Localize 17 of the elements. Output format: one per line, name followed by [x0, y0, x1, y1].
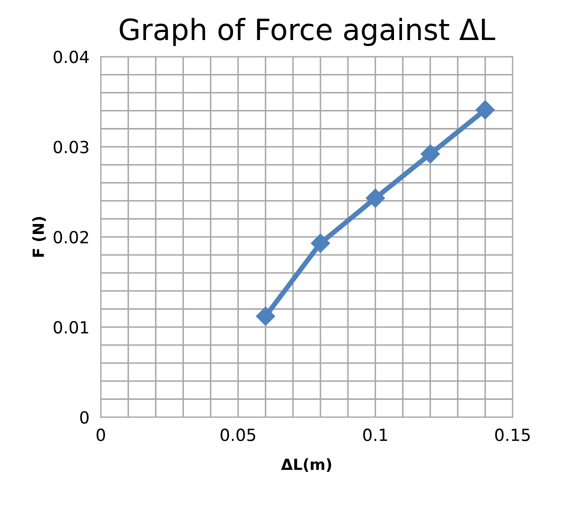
point — [256, 306, 276, 326]
x-axis-title: ΔL(m) — [281, 458, 332, 472]
y-tick-label: 0.04 — [54, 50, 89, 64]
point — [310, 234, 330, 253]
x-tick-label: 0.1 — [363, 428, 388, 442]
x-tick-label: 0.05 — [220, 428, 256, 442]
chart-title: Graph of Force against ΔL — [120, 18, 496, 46]
y-tick-label: 0 — [80, 411, 89, 424]
x-tick-label: 0 — [96, 428, 105, 442]
point — [366, 188, 385, 208]
point — [476, 100, 495, 120]
y-axis-title: F (N) — [32, 216, 46, 257]
y-tick-label: 0.03 — [54, 140, 88, 154]
y-tick-label: 0.02 — [54, 230, 88, 244]
x-tick-label: 0.15 — [495, 428, 530, 442]
y-tick-label: 0.01 — [54, 320, 88, 334]
point — [420, 144, 440, 164]
